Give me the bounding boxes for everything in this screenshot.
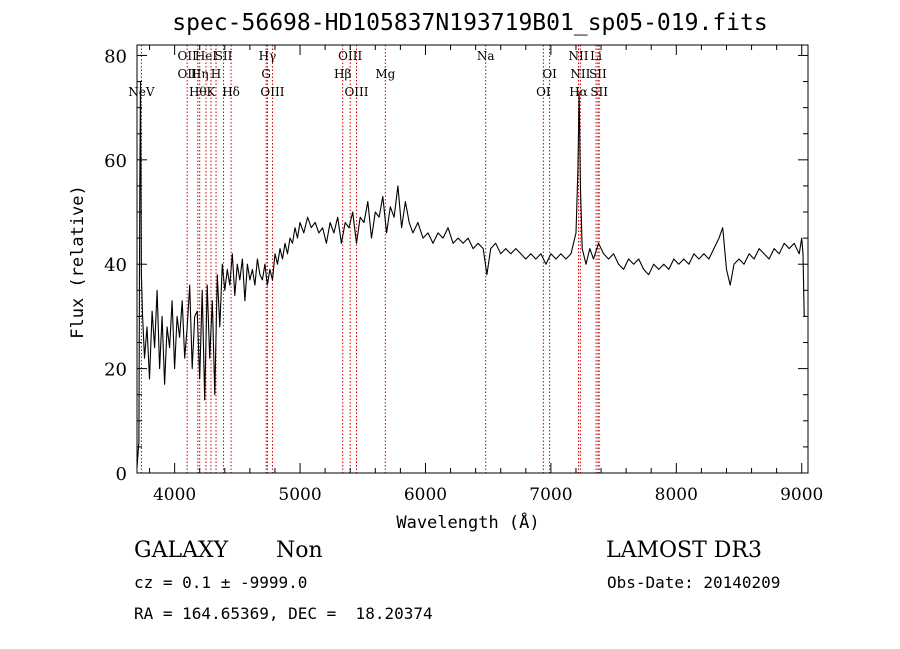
footer-coordinates: RA = 164.65369, DEC = 18.20374 bbox=[134, 604, 433, 623]
spectral-line-label: Hα bbox=[569, 85, 588, 99]
y-tick-label: 0 bbox=[116, 464, 127, 485]
spectral-line-label: OI bbox=[542, 67, 557, 81]
x-tick-label: 9000 bbox=[780, 485, 823, 505]
spectral-line-label: NeV bbox=[128, 85, 155, 99]
x-axis-ticks: 4000 5000 6000 7000 8000 9000 bbox=[149, 45, 823, 505]
x-tick-label: 8000 bbox=[655, 485, 698, 505]
spectral-line-label: Li bbox=[590, 49, 602, 63]
y-tick-label: 80 bbox=[104, 46, 127, 67]
footer-subclass: Non bbox=[276, 538, 323, 563]
spectral-line-label: NII bbox=[570, 67, 590, 81]
x-axis-label: Wavelength (Å) bbox=[396, 511, 539, 533]
y-axis-ticks: 0 20 40 60 80 bbox=[104, 46, 808, 485]
spectral-line-label: Hδ bbox=[222, 85, 240, 99]
x-tick-label: 5000 bbox=[278, 485, 321, 505]
y-tick-label: 60 bbox=[104, 151, 127, 172]
spectral-line-label: Hθ bbox=[189, 85, 207, 99]
spectrum-series-line bbox=[136, 80, 805, 468]
chart-title: spec-56698-HD105837N193719B01_sp05-019.f… bbox=[172, 10, 767, 36]
spectral-line-label: OII bbox=[178, 67, 198, 81]
x-tick-label: 4000 bbox=[153, 485, 196, 505]
x-tick-label: 6000 bbox=[404, 485, 447, 505]
spectral-line-label: Na bbox=[477, 49, 495, 63]
spectral-line-label: Mg bbox=[375, 67, 395, 81]
x-tick-label: 7000 bbox=[529, 485, 572, 505]
spectral-line-label: OII bbox=[178, 49, 198, 63]
footer-obs-date: Obs-Date: 20140209 bbox=[607, 573, 781, 592]
spectral-line-label: SII bbox=[589, 67, 607, 81]
spectrum-chart: spec-56698-HD105837N193719B01_sp05-019.f… bbox=[68, 10, 823, 533]
spectral-line-label: OI bbox=[536, 85, 551, 99]
spectral-line-label: Hβ bbox=[334, 67, 351, 81]
spectral-line-label: OIII bbox=[260, 85, 284, 99]
spectral-line-label: NII bbox=[568, 49, 588, 63]
footer-redshift: cz = 0.1 ± -9999.0 bbox=[134, 573, 308, 592]
y-tick-label: 20 bbox=[104, 360, 127, 381]
plot-frame bbox=[136, 44, 809, 474]
spectral-line-markers bbox=[140, 45, 600, 473]
spectral-line-label: SII bbox=[590, 85, 608, 99]
spectral-line-label: HeI bbox=[195, 49, 218, 63]
spectral-line-label: Hη bbox=[191, 67, 209, 81]
spectral-line-label: OIII bbox=[344, 85, 368, 99]
y-axis-label: Flux (relative) bbox=[68, 185, 88, 339]
footer-survey: LAMOST DR3 bbox=[606, 538, 762, 563]
spectral-line-label: OIII bbox=[338, 49, 362, 63]
spectral-line-label: K bbox=[207, 85, 217, 99]
footer-object-class: GALAXY bbox=[134, 538, 229, 563]
spectral-line-label: Hγ bbox=[259, 49, 277, 63]
spectral-line-label: G bbox=[261, 67, 271, 81]
spectral-line-label: H bbox=[211, 67, 221, 81]
spectral-line-labels: NeV OII OII Hθ Hη HeI KH SII Hδ Hγ G OIII OIII Hβ OIII… bbox=[128, 49, 608, 99]
spectral-line-label: SII bbox=[215, 49, 233, 63]
y-tick-label: 40 bbox=[104, 255, 127, 276]
